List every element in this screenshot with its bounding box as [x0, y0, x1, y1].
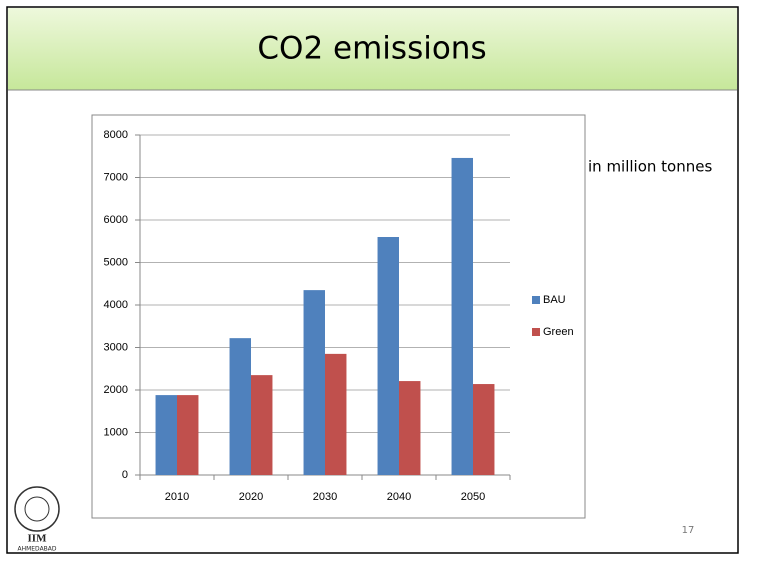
logo-emblem — [14, 486, 60, 532]
y-tick-label: 1000 — [104, 426, 128, 438]
logo-place: AHMEDABAD — [17, 546, 56, 553]
x-tick-label: 2010 — [165, 491, 189, 503]
y-tick-label: 8000 — [104, 129, 128, 141]
legend-swatch — [532, 296, 540, 304]
y-tick-label: 7000 — [104, 171, 128, 183]
bar — [377, 237, 399, 475]
bar — [399, 381, 421, 475]
logo: IIM AHMEDABAD — [14, 486, 60, 553]
bar — [303, 290, 325, 475]
y-tick-label: 5000 — [104, 256, 128, 268]
y-tick-label: 6000 — [104, 214, 128, 226]
bar — [177, 395, 199, 475]
legend-swatch — [532, 328, 540, 336]
page-number: 17 — [682, 525, 695, 536]
y-tick-label: 3000 — [104, 341, 128, 353]
title-band — [8, 8, 737, 90]
legend-label: Green — [543, 326, 574, 338]
y-tick-label: 2000 — [104, 384, 128, 396]
x-tick-label: 2020 — [239, 491, 263, 503]
y-tick-label: 0 — [122, 469, 128, 481]
bar — [251, 375, 273, 475]
bar — [155, 395, 177, 475]
x-tick-label: 2040 — [387, 491, 411, 503]
legend-label: BAU — [543, 294, 566, 306]
y-tick-label: 4000 — [104, 299, 128, 311]
bar — [229, 338, 251, 475]
logo-name: IIM — [28, 533, 48, 545]
x-tick-label: 2030 — [313, 491, 337, 503]
x-tick-label: 2050 — [461, 491, 485, 503]
slide-title: CO2 emissions — [257, 31, 486, 67]
bar — [451, 157, 473, 475]
bar — [325, 353, 347, 475]
annotation: in million tonnes — [588, 158, 712, 176]
bar — [473, 384, 495, 475]
logo-emblem — [24, 496, 50, 522]
